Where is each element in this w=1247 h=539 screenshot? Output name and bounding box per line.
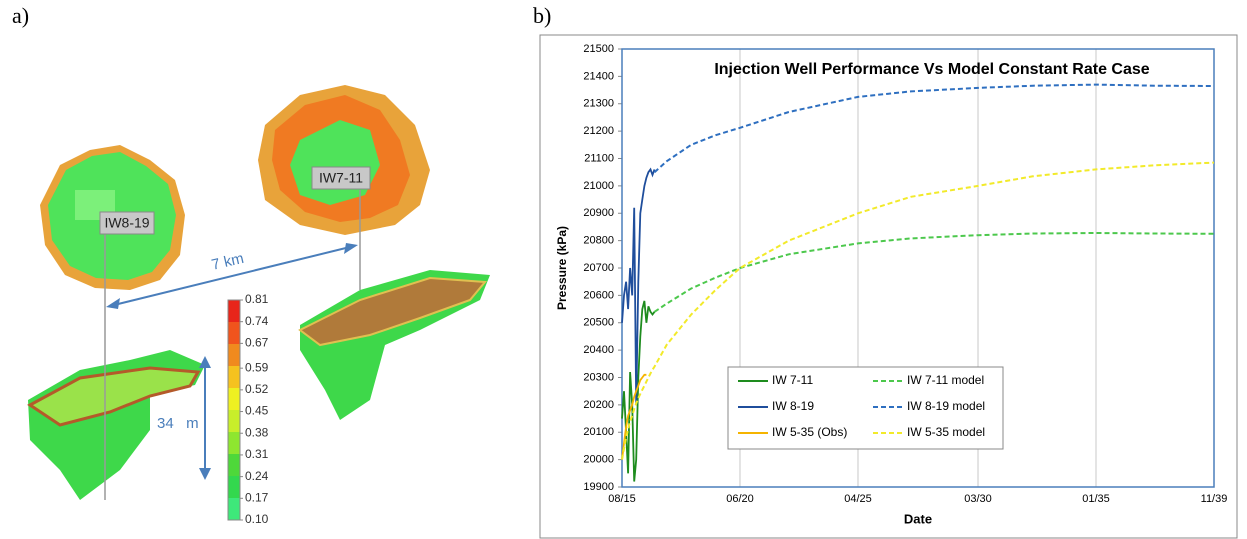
y-tick-label: 21000 <box>583 180 614 192</box>
x-tick-label: 06/20 <box>726 493 754 505</box>
y-tick-label: 21300 <box>583 98 614 110</box>
x-tick-label: 08/15 <box>608 493 636 505</box>
reservoir-top <box>298 276 488 347</box>
colorbar-band <box>228 366 240 389</box>
colorbar-band <box>228 344 240 367</box>
y-tick-label: 20700 <box>583 262 614 274</box>
distance-arrow <box>109 245 355 307</box>
y-tick-label: 20800 <box>583 235 614 247</box>
colorbar-band <box>228 476 240 499</box>
legend-label: IW 7-11 <box>772 373 813 387</box>
y-tick-label: 21100 <box>584 152 614 164</box>
colorbar-band <box>228 300 240 323</box>
x-tick-label: 03/30 <box>964 493 992 505</box>
y-tick-label: 21200 <box>583 125 614 137</box>
colorbar-border <box>227 299 241 521</box>
series-line <box>621 161 1215 460</box>
plot-border <box>621 48 1215 488</box>
legend-label: IW 5-35 model <box>907 425 985 439</box>
colorbar-label: 0.17 <box>245 490 269 504</box>
plot-lines <box>621 83 1215 482</box>
chart-frame <box>539 34 1238 539</box>
colorbar-band <box>228 322 240 345</box>
y-tick-label: 20000 <box>583 454 614 466</box>
y-tick-label: 20900 <box>583 207 614 219</box>
y-tick-label: 20400 <box>583 344 614 356</box>
legend-label: IW 7-11 model <box>907 373 984 387</box>
y-tick-label: 19900 <box>583 481 614 493</box>
colorbar-label: 0.10 <box>245 512 269 526</box>
colorbar-band <box>228 432 240 455</box>
colorbar: 0.81 0.74 0.67 0.59 0.52 0.45 0.38 0.31 0.24 0.17… <box>227 292 269 526</box>
colorbar-label: 0.38 <box>245 425 269 439</box>
well-label-box <box>99 211 155 235</box>
colorbar-label: 0.24 <box>245 469 269 483</box>
y-tick-label: 20300 <box>583 371 614 383</box>
series-line <box>621 373 647 460</box>
x-axis-label: Date <box>904 511 932 526</box>
x-tick-label: 01/35 <box>1082 493 1110 505</box>
colorbar-band <box>228 454 240 477</box>
y-tick-label: 20100 <box>583 426 614 438</box>
colorbar-band <box>228 388 240 411</box>
colorbar-label: 0.81 <box>245 292 269 306</box>
colorbar-label: 0.67 <box>245 336 269 350</box>
thickness-label: 34 m <box>157 415 199 432</box>
well-label: IW8-19 <box>104 215 149 231</box>
colorbar-label: 0.74 <box>245 314 269 328</box>
chart-title: Injection Well Performance Vs Model Cons… <box>714 61 1149 78</box>
legend-label: IW 8-19 model <box>907 399 985 413</box>
panel-label: b) <box>533 3 551 28</box>
x-tick-label: 04/25 <box>844 493 872 505</box>
series-line <box>653 231 1215 313</box>
series-line <box>621 167 656 405</box>
y-axis-label: Pressure (kPa) <box>555 226 569 310</box>
colorbar-label: 0.31 <box>245 447 269 461</box>
y-tick-label: 20200 <box>583 399 614 411</box>
reservoir-top <box>27 366 201 427</box>
well-label: IW7-11 <box>319 170 363 186</box>
legend-label: IW 5-35 (Obs) <box>772 425 847 439</box>
colorbar-label: 0.52 <box>245 382 269 396</box>
x-tick-label: 11/39 <box>1201 493 1228 505</box>
well-label-box <box>311 166 371 190</box>
series-line <box>621 300 656 482</box>
colorbar-band <box>228 498 240 521</box>
colorbar-label: 0.45 <box>245 404 269 418</box>
legend-label: IW 8-19 <box>772 399 814 413</box>
legend: IW 7-11 IW 8-19 IW 5-35 (Obs) IW 7-11 model… <box>727 366 1004 450</box>
y-tick-label: 20500 <box>583 317 614 329</box>
series-line <box>653 83 1215 173</box>
chart: 19900 20000 20100 20200 20300 20400 20500 20600… <box>555 43 1227 527</box>
reservoir-visual: IW8-19 IW7-11 7 km 34 m <box>27 85 490 500</box>
colorbar-label: 0.59 <box>245 360 269 374</box>
panel-label: a) <box>12 3 29 28</box>
legend-box <box>727 366 1004 450</box>
distance-label: 7 km <box>210 250 246 274</box>
y-tick-label: 21400 <box>583 70 614 82</box>
colorbar-band <box>228 410 240 433</box>
y-tick-label: 21500 <box>583 43 614 55</box>
y-tick-label: 20600 <box>583 289 614 301</box>
